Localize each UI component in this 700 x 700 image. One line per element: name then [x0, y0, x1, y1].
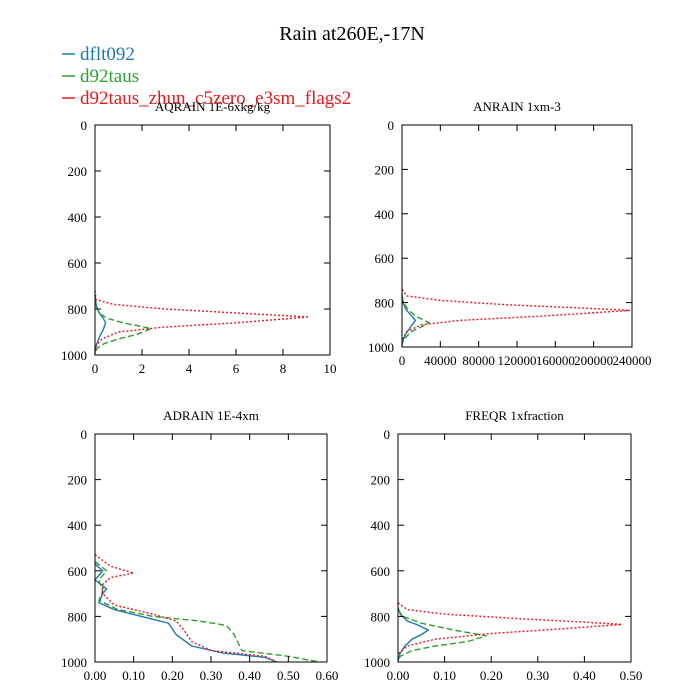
legend: dflt092d92tausd92taus_zhun_c5zero_e3sm_f… — [62, 44, 351, 109]
series-line-d92taus — [94, 297, 154, 354]
series-line-d92taus-zhun-c5zero-e3sm-flags2 — [401, 288, 631, 341]
x-tick-label: 2 — [139, 361, 146, 376]
x-tick-label: 0.20 — [480, 668, 503, 683]
x-tick-label: 0.20 — [161, 668, 184, 683]
panels: 0 200 400 600 800 1000 0 2 4 6 8 10 AQRAIN 1E-6xkg/k… — [61, 99, 652, 683]
series-line-d92taus — [397, 609, 487, 661]
y-tick-label: 1000 — [61, 655, 87, 670]
y-tick-label: 600 — [68, 256, 88, 271]
x-tick-label: 160000 — [536, 353, 575, 368]
panel-title: FREQR 1xfraction — [465, 408, 564, 423]
y-tick-label: 200 — [68, 473, 88, 488]
x-tick-label: 0.30 — [526, 668, 549, 683]
y-tick-label: 1000 — [364, 655, 390, 670]
series-line-d92taus-zhun-c5zero-e3sm-flags2 — [94, 290, 309, 353]
y-tick-label: 800 — [68, 302, 88, 317]
y-tick-label: 400 — [371, 518, 391, 533]
x-tick-label: 0.60 — [316, 668, 339, 683]
figure-title: Rain at260E,-17N — [279, 23, 425, 45]
y-tick-label: 400 — [68, 210, 88, 225]
plot-frame — [397, 433, 632, 663]
y-tick-label: 800 — [68, 609, 88, 624]
y-tick-label: 800 — [375, 296, 395, 311]
x-tick-label: 0 — [399, 353, 406, 368]
x-tick-label: 200000 — [574, 353, 613, 368]
plot-frame — [94, 124, 331, 356]
y-tick-label: 600 — [375, 251, 395, 266]
y-tick-label: 200 — [371, 473, 391, 488]
series-line-d92taus — [94, 561, 320, 663]
panel-2: 0 200 400 600 800 1000 0 40000 80000 120000 160000… — [368, 99, 652, 368]
x-tick-label: 0 — [92, 361, 99, 376]
y-tick-label: 400 — [375, 207, 395, 222]
x-tick-label: 4 — [186, 361, 193, 376]
panel-title: ADRAIN 1E-4xm — [163, 408, 259, 423]
x-tick-label: 240000 — [613, 353, 652, 368]
legend-item-dflt092: dflt092 — [62, 44, 135, 65]
series-line-d92taus-zhun-c5zero-e3sm-flags2 — [94, 554, 278, 663]
panel-1: 0 200 400 600 800 1000 0 2 4 6 8 10 AQRAIN 1E-6xkg/k… — [61, 99, 337, 376]
plot-frame — [94, 433, 328, 663]
series-line-d92taus-zhun-c5zero-e3sm-flags2 — [397, 602, 622, 655]
x-tick-label: 0.00 — [387, 668, 410, 683]
legend-label: dflt092 — [80, 44, 135, 65]
x-tick-label: 80000 — [462, 353, 495, 368]
legend-item-d92taus: d92taus — [62, 66, 139, 87]
x-tick-label: 0.00 — [84, 668, 107, 683]
x-tick-label: 0.40 — [573, 668, 596, 683]
x-tick-label: 0.10 — [122, 668, 145, 683]
series-line-d92taus — [401, 295, 431, 345]
x-tick-label: 0.30 — [200, 668, 223, 683]
legend-item-d92taus-zhun-c5zero-e3sm-flags2: d92taus_zhun_c5zero_e3sm_flags2 — [62, 88, 351, 109]
x-tick-label: 0.50 — [277, 668, 300, 683]
panel-title: AQRAIN 1E-6xkg/kg — [155, 99, 271, 114]
plot-frame — [401, 124, 633, 348]
y-tick-label: 0 — [388, 118, 395, 133]
y-tick-label: 200 — [375, 162, 395, 177]
x-tick-label: 10 — [324, 361, 337, 376]
y-tick-label: 1000 — [61, 348, 87, 363]
series-line-dflt092 — [397, 607, 430, 662]
y-tick-label: 0 — [384, 427, 391, 442]
x-tick-label: 0.50 — [620, 668, 643, 683]
series-line-dflt092 — [93, 563, 277, 663]
x-tick-label: 6 — [233, 361, 240, 376]
x-tick-label: 0.10 — [433, 668, 456, 683]
y-tick-label: 0 — [81, 427, 88, 442]
y-tick-label: 0 — [81, 118, 88, 133]
y-tick-label: 600 — [68, 564, 88, 579]
legend-label: d92taus — [80, 66, 139, 87]
x-tick-label: 120000 — [498, 353, 537, 368]
y-tick-label: 400 — [68, 518, 88, 533]
x-tick-label: 40000 — [424, 353, 457, 368]
legend-label: d92taus_zhun_c5zero_e3sm_flags2 — [80, 88, 351, 109]
y-tick-label: 800 — [371, 609, 391, 624]
x-tick-label: 8 — [280, 361, 287, 376]
y-tick-label: 200 — [68, 164, 88, 179]
x-tick-label: 0.40 — [238, 668, 261, 683]
y-tick-label: 600 — [371, 564, 391, 579]
y-tick-label: 1000 — [368, 340, 394, 355]
panel-title: ANRAIN 1xm-3 — [473, 99, 561, 114]
